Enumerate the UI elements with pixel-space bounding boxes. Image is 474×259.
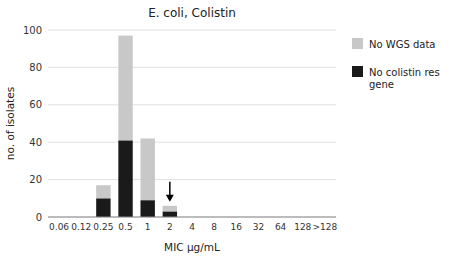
legend-label: No colistin resgene <box>369 67 440 90</box>
bar-segment <box>140 138 154 200</box>
grid <box>48 30 336 217</box>
arrow-head <box>166 195 174 202</box>
y-axis-label: no. of isolates <box>4 87 16 160</box>
x-tick-label: 64 <box>275 222 287 232</box>
legend: No WGS data No colistin resgene <box>352 38 440 90</box>
bar-segment <box>118 36 132 141</box>
y-tick-label: 80 <box>29 62 42 73</box>
x-tick-label: 8 <box>211 222 217 232</box>
grid-line <box>48 142 336 143</box>
x-tick-label: 0.12 <box>71 222 91 232</box>
legend-label: No WGS data <box>369 39 435 50</box>
x-tick-label: 4 <box>189 222 195 232</box>
x-tick-label: 0.25 <box>93 222 113 232</box>
y-tick-label: 0 <box>36 212 42 223</box>
x-axis-line <box>48 217 336 218</box>
annotation-arrow <box>166 182 174 202</box>
grid-line <box>48 179 336 180</box>
x-tick-label: 0.5 <box>118 222 132 232</box>
y-tick-label: 40 <box>29 137 42 148</box>
bar-segment <box>163 206 177 212</box>
x-tick-label: 0.06 <box>49 222 69 232</box>
y-tick-label: 100 <box>23 25 42 36</box>
bars <box>96 36 177 217</box>
legend-swatch <box>352 66 363 77</box>
chart-container: 0 20 40 60 80 100 0.060.120.25 0.5 1 2 4 8 16 32 64 128… <box>0 0 474 259</box>
legend-swatch <box>352 38 363 49</box>
y-tick-label: 20 <box>29 174 42 185</box>
arrow-shaft <box>169 182 171 196</box>
bar-segment <box>96 185 110 198</box>
x-axis-label: MIC μg/mL <box>164 241 220 253</box>
bar-segment <box>140 200 154 217</box>
x-tick-label: 2 <box>167 222 173 232</box>
chart: 0 20 40 60 80 100 0.060.120.25 0.5 1 2 4 8 16 32 64 128… <box>0 0 474 259</box>
x-tick-label: >128 <box>313 222 338 232</box>
grid-line <box>48 67 336 68</box>
x-tick-label: 32 <box>253 222 264 232</box>
bar-segment <box>96 198 110 217</box>
x-tick-label: 1 <box>145 222 151 232</box>
x-tick-label: 128 <box>294 222 311 232</box>
legend-label-line: No WGS data <box>369 39 435 50</box>
bar-segment <box>163 211 177 217</box>
y-tick-label: 60 <box>29 99 42 110</box>
bar-segment <box>118 140 132 217</box>
title: E. coli, Colistin <box>148 6 236 20</box>
grid-line <box>48 30 336 31</box>
x-tick-label: 16 <box>231 222 243 232</box>
legend-label-line: No colistin res <box>369 67 440 78</box>
grid-line <box>48 104 336 105</box>
legend-label-line: gene <box>369 79 394 90</box>
grid-line <box>48 217 336 218</box>
